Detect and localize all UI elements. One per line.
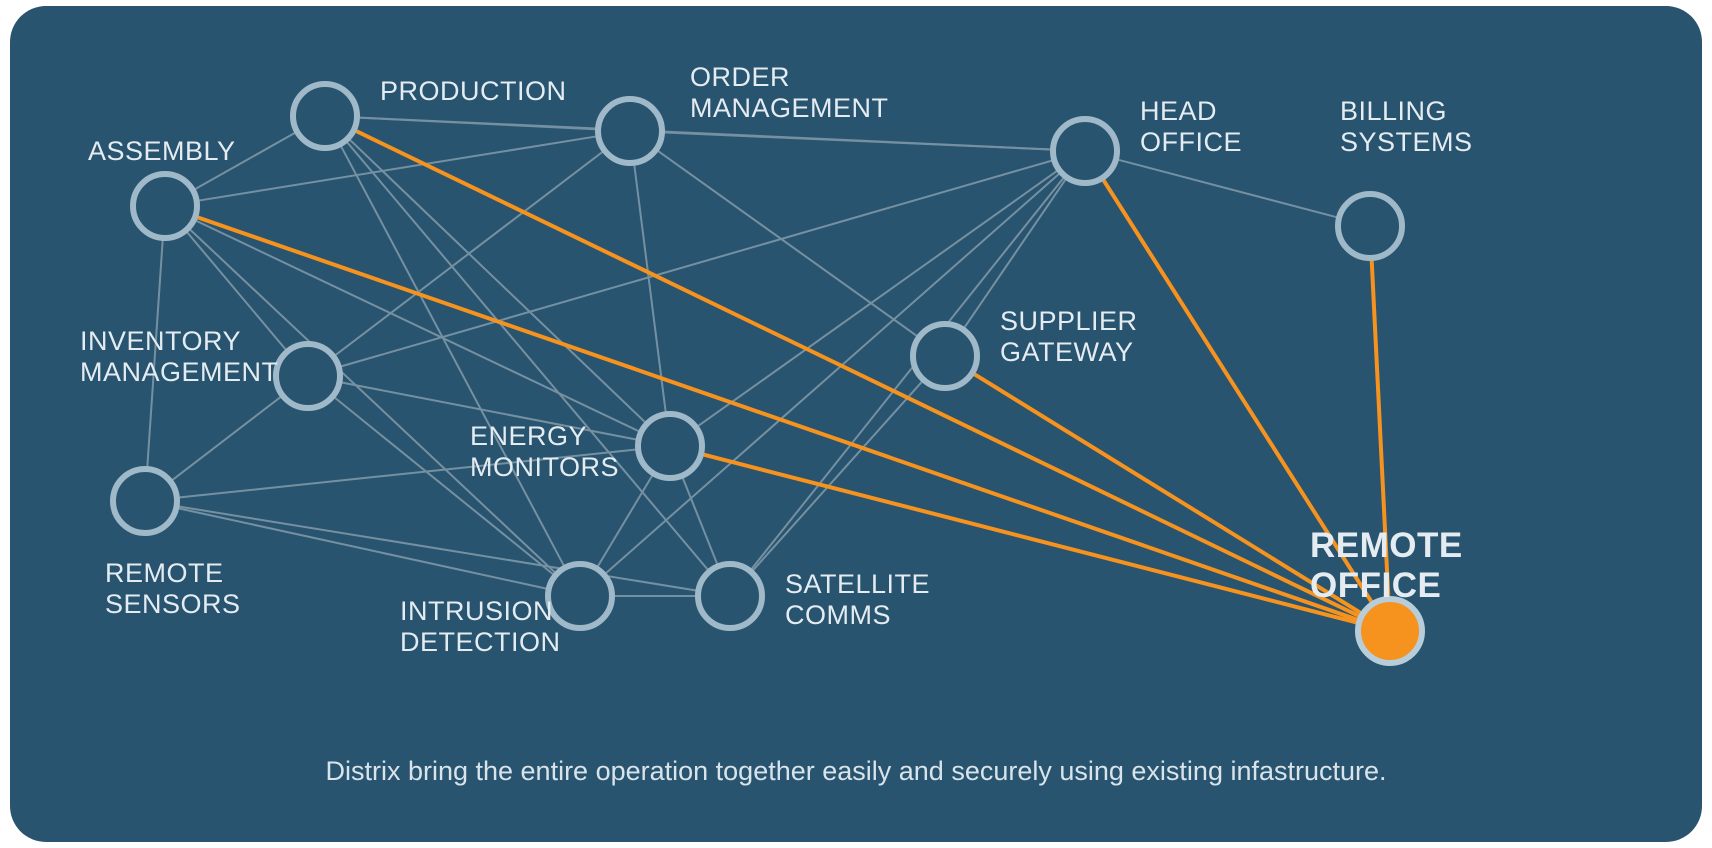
caption-text: Distrix bring the entire operation toget… bbox=[10, 756, 1702, 787]
node-remote_office bbox=[1358, 599, 1422, 663]
node-satellite bbox=[698, 564, 762, 628]
node-order_mgmt bbox=[598, 99, 662, 163]
label-assembly: ASSEMBLY bbox=[88, 136, 236, 167]
node-inventory bbox=[276, 344, 340, 408]
label-intrusion: INTRUSION DETECTION bbox=[400, 596, 561, 658]
label-production: PRODUCTION bbox=[380, 76, 567, 107]
node-remote_sensors bbox=[113, 469, 177, 533]
diagram-canvas: PRODUCTION ORDER MANAGEMENT HEAD OFFICE BIL… bbox=[0, 0, 1712, 848]
node-assembly bbox=[133, 174, 197, 238]
label-energy: ENERGY MONITORS bbox=[470, 421, 619, 483]
edges-highlight bbox=[198, 131, 1390, 630]
diagram-panel: PRODUCTION ORDER MANAGEMENT HEAD OFFICE BIL… bbox=[10, 6, 1702, 842]
node-production bbox=[293, 84, 357, 148]
node-supplier bbox=[913, 324, 977, 388]
label-remote_sensors: REMOTE SENSORS bbox=[105, 558, 241, 620]
label-order_mgmt: ORDER MANAGEMENT bbox=[690, 62, 889, 124]
node-billing bbox=[1338, 194, 1402, 258]
label-head_office: HEAD OFFICE bbox=[1140, 96, 1242, 158]
label-supplier: SUPPLIER GATEWAY bbox=[1000, 306, 1138, 368]
node-head_office bbox=[1053, 119, 1117, 183]
label-satellite: SATELLITE COMMS bbox=[785, 569, 930, 631]
label-remote_office: REMOTE OFFICE bbox=[1310, 526, 1463, 607]
node-energy bbox=[638, 414, 702, 478]
label-inventory: INVENTORY MANAGEMENT bbox=[80, 326, 279, 388]
label-billing: BILLING SYSTEMS bbox=[1340, 96, 1473, 158]
